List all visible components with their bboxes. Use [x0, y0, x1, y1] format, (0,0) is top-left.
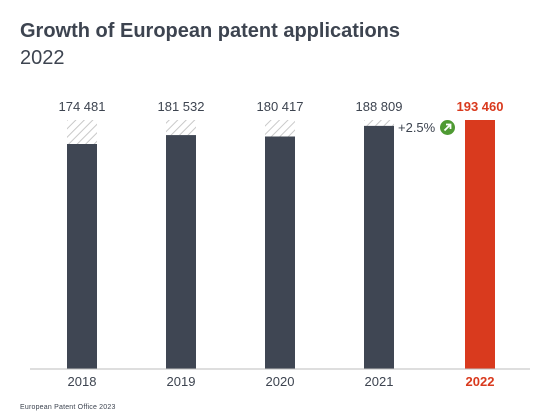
category-label-2018: 2018: [68, 374, 97, 389]
bar-2022: [465, 120, 495, 369]
growth-indicator: +2.5%: [398, 120, 455, 135]
bar-2021: [364, 126, 394, 369]
growth-label: +2.5%: [398, 120, 435, 135]
value-label-2019: 181 532: [158, 99, 205, 114]
value-label-2022: 193 460: [457, 99, 504, 114]
value-label-2018: 174 481: [59, 99, 106, 114]
bar-2020: [265, 136, 295, 369]
bar-2018: [67, 144, 97, 369]
bar-gap-hatch: [364, 120, 394, 126]
source-footer: European Patent Office 2023: [20, 404, 116, 411]
category-label-2020: 2020: [266, 374, 295, 389]
category-label-2022: 2022: [466, 374, 495, 389]
bar-gap-hatch: [67, 120, 97, 144]
category-label-2019: 2019: [167, 374, 196, 389]
bar-gap-hatch: [265, 120, 295, 136]
arrow-up-right-icon: [440, 120, 455, 135]
value-label-2021: 188 809: [356, 99, 403, 114]
category-label-2021: 2021: [365, 374, 394, 389]
value-label-2020: 180 417: [257, 99, 304, 114]
bar-gap-hatch: [166, 120, 196, 135]
bar-2019: [166, 135, 196, 369]
